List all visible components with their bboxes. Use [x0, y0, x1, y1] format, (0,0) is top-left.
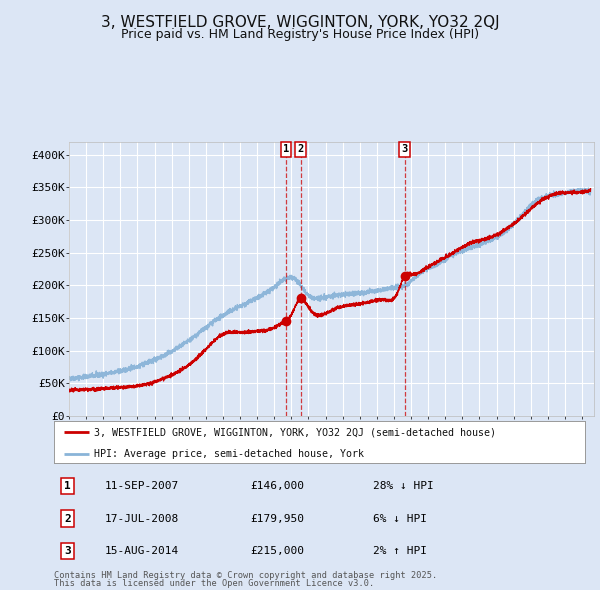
Text: 3: 3 [401, 145, 407, 155]
Text: 3, WESTFIELD GROVE, WIGGINTON, YORK, YO32 2QJ: 3, WESTFIELD GROVE, WIGGINTON, YORK, YO3… [101, 15, 499, 30]
Text: 1: 1 [64, 481, 71, 491]
Text: HPI: Average price, semi-detached house, York: HPI: Average price, semi-detached house,… [94, 449, 364, 459]
Text: This data is licensed under the Open Government Licence v3.0.: This data is licensed under the Open Gov… [54, 579, 374, 588]
Text: 28% ↓ HPI: 28% ↓ HPI [373, 481, 433, 491]
Text: 2: 2 [298, 145, 304, 155]
Text: £179,950: £179,950 [250, 514, 304, 523]
Text: 17-JUL-2008: 17-JUL-2008 [104, 514, 179, 523]
Text: 3: 3 [64, 546, 71, 556]
Text: £215,000: £215,000 [250, 546, 304, 556]
Text: 15-AUG-2014: 15-AUG-2014 [104, 546, 179, 556]
Text: 2: 2 [64, 514, 71, 523]
Text: 11-SEP-2007: 11-SEP-2007 [104, 481, 179, 491]
Text: 3, WESTFIELD GROVE, WIGGINTON, YORK, YO32 2QJ (semi-detached house): 3, WESTFIELD GROVE, WIGGINTON, YORK, YO3… [94, 427, 496, 437]
Text: £146,000: £146,000 [250, 481, 304, 491]
Text: Contains HM Land Registry data © Crown copyright and database right 2025.: Contains HM Land Registry data © Crown c… [54, 571, 437, 580]
Text: 2% ↑ HPI: 2% ↑ HPI [373, 546, 427, 556]
Text: Price paid vs. HM Land Registry's House Price Index (HPI): Price paid vs. HM Land Registry's House … [121, 28, 479, 41]
Text: 1: 1 [283, 145, 289, 155]
Text: 6% ↓ HPI: 6% ↓ HPI [373, 514, 427, 523]
